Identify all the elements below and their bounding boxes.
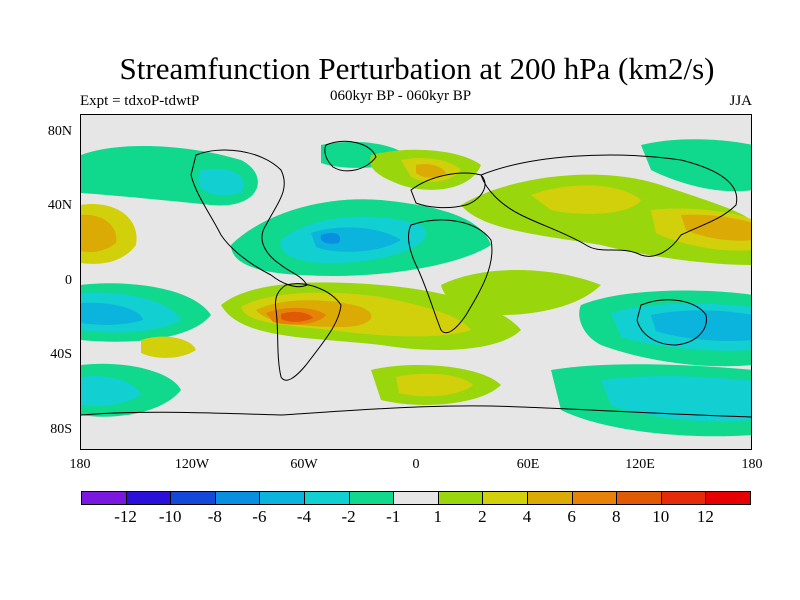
colorbar-swatch	[393, 491, 439, 505]
contour-north-pacific-core	[198, 168, 244, 196]
negative-contours	[81, 139, 751, 437]
coast-antarctica	[81, 405, 751, 418]
contour-asia-mid	[531, 185, 641, 214]
lat-label-80s: 80S	[50, 422, 72, 437]
plot-title: Streamfunction Perturbation at 200 hPa (…	[119, 51, 715, 86]
contour-north-pacific-west-core	[81, 214, 117, 253]
colorbar-swatch	[304, 491, 350, 505]
contour-europe-core	[416, 164, 446, 178]
colorbar-label: -4	[296, 507, 312, 526]
colorbar-label: 12	[696, 507, 714, 526]
contour-southern-ocean-east-core	[601, 376, 751, 422]
colorbar-label: 6	[567, 507, 576, 526]
contour-south-pacific-east	[141, 336, 196, 358]
coast-australia	[636, 299, 707, 346]
lon-label-180w: 180	[69, 457, 91, 472]
colorbar-swatch	[170, 491, 216, 505]
coast-north-america	[190, 149, 308, 288]
colorbar-label: 4	[522, 507, 532, 526]
lat-label-0: 0	[65, 273, 72, 288]
colorbar-label: 10	[652, 507, 670, 526]
contour-africa-india	[441, 270, 601, 315]
lat-label-40s: 40S	[50, 347, 72, 362]
colorbar-label: 2	[478, 507, 487, 526]
colorbar-swatch	[616, 491, 662, 505]
colorbar-label: -8	[207, 507, 222, 526]
contour-australia-core	[651, 310, 751, 341]
colorbar-swatch	[125, 491, 172, 505]
coast-south-america	[275, 283, 342, 381]
period-label: 060kyr BP - 060kyr BP	[330, 88, 472, 104]
lon-label-60w: 60W	[290, 457, 318, 472]
experiment-label: Expt = tdxoP-tdwtP	[80, 93, 200, 109]
contour-north-atlantic-center	[320, 232, 341, 244]
coast-europe	[410, 172, 486, 209]
colorbar-label: -12	[114, 507, 137, 526]
lon-label-180e: 180	[741, 457, 763, 472]
lat-label-40n: 40N	[47, 198, 72, 213]
colorbar-label: 1	[433, 507, 443, 526]
coast-greenland	[324, 141, 377, 172]
positive-contours	[81, 149, 751, 405]
colorbar-swatch	[705, 491, 751, 505]
coastlines	[81, 141, 751, 418]
colorbar-label: -10	[158, 507, 182, 526]
contour-southern-ocean-west-core	[81, 375, 141, 406]
lon-label-120e: 120E	[625, 457, 655, 472]
contour-south-america-core	[281, 311, 313, 322]
lon-label-120w: 120W	[174, 457, 210, 472]
colorbar-swatch	[437, 491, 484, 505]
streamfunction-map	[81, 115, 751, 449]
colorbar-swatch	[482, 491, 528, 505]
map-panel	[80, 114, 752, 450]
colorbar-label: 8	[611, 507, 621, 526]
colorbar-label: -6	[252, 507, 267, 526]
colorbar-swatch	[527, 491, 573, 505]
colorbar-label: -2	[341, 507, 356, 526]
contour-asia-band	[461, 174, 751, 265]
lat-label-80n: 80N	[47, 124, 72, 139]
colorbar-swatch	[348, 491, 395, 505]
colorbar-swatch	[259, 491, 305, 505]
colorbar-swatch	[214, 491, 261, 505]
contour-northeast-pacific	[641, 139, 751, 192]
colorbar-swatch	[660, 491, 707, 505]
season-label: JJA	[729, 93, 752, 109]
contour-southern-ocean-atlantic-core	[396, 373, 473, 397]
colorbar-swatch	[81, 491, 127, 505]
colorbar-label: -1	[386, 507, 401, 526]
lon-label-0: 0	[412, 457, 420, 472]
coast-africa	[408, 219, 493, 334]
coast-asia	[480, 154, 738, 257]
colorbar-swatch	[571, 491, 618, 505]
contour-asia-east-core	[681, 214, 751, 241]
contour-south-pacific-west-core	[81, 302, 143, 325]
lon-label-60e: 60E	[516, 457, 540, 472]
